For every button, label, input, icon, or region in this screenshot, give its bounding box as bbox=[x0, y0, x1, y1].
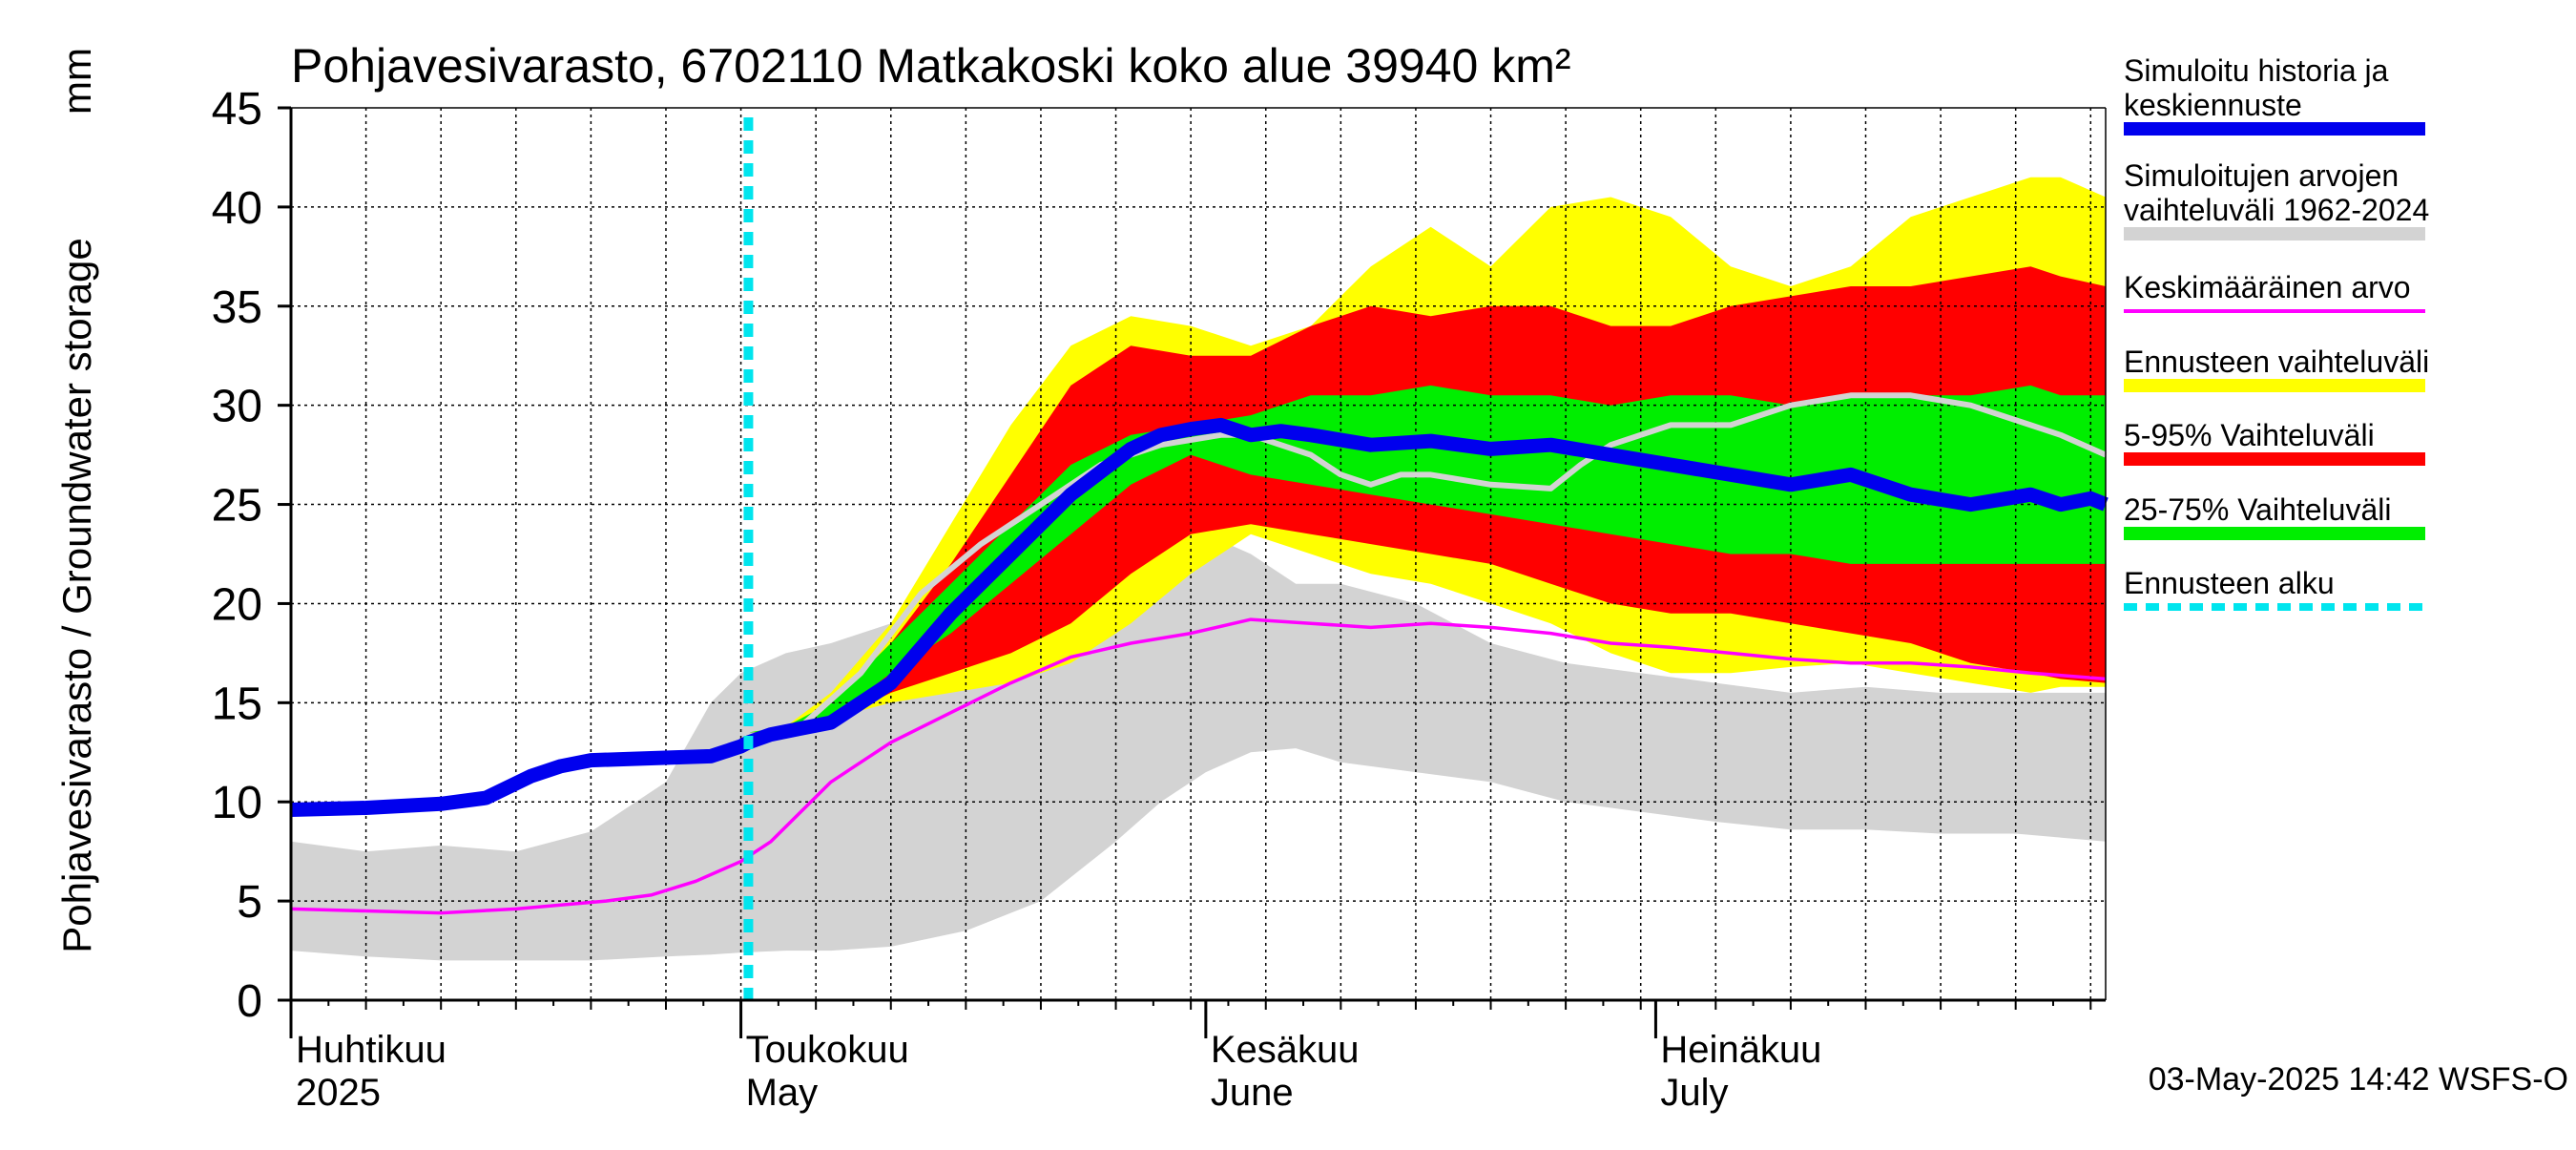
y-tick-label-7: 35 bbox=[212, 282, 262, 333]
y-axis-unit: mm bbox=[54, 48, 99, 115]
timestamp: 03-May-2025 14:42 WSFS-O bbox=[2149, 1061, 2568, 1098]
legend-label-5-0: 25-75% Vaihteluväli bbox=[2124, 492, 2391, 527]
y-tick-label-1: 5 bbox=[237, 877, 262, 928]
legend-label-0-0: Simuloitu historia ja bbox=[2124, 53, 2389, 88]
legend-label-3-0: Ennusteen vaihteluväli bbox=[2124, 345, 2429, 379]
legend-label-6-0: Ennusteen alku bbox=[2124, 566, 2335, 600]
chart-title: Pohjavesivarasto, 6702110 Matkakoski kok… bbox=[291, 39, 1571, 93]
historical-trace-line bbox=[747, 392, 2108, 745]
month-label-fi-2: Kesäkuu bbox=[1211, 1029, 1360, 1071]
y-tick-label-9: 45 bbox=[212, 84, 262, 135]
month-label-fi-0: Huhtikuu bbox=[296, 1029, 447, 1071]
month-label-fi-1: Toukokuu bbox=[746, 1029, 909, 1071]
y-tick-label-5: 25 bbox=[212, 481, 262, 532]
y-tick-label-2: 10 bbox=[212, 778, 262, 828]
legend-label-0-1: keskiennuste bbox=[2124, 88, 2302, 122]
y-tick-label-4: 20 bbox=[212, 579, 262, 630]
month-label-en-2: June bbox=[1211, 1072, 1294, 1114]
bands-layer bbox=[291, 177, 2106, 961]
y-tick-label-6: 30 bbox=[212, 382, 262, 432]
lines-layer bbox=[290, 117, 2109, 1000]
legend-label-4-0: 5-95% Vaihteluväli bbox=[2124, 418, 2375, 452]
y-tick-label-0: 0 bbox=[237, 976, 262, 1027]
y-tick-label-8: 40 bbox=[212, 183, 262, 234]
legend-label-1-1: vaihteluväli 1962-2024 bbox=[2124, 193, 2429, 227]
grid-layer bbox=[291, 108, 2106, 1000]
legend-label-1-0: Simuloitujen arvojen bbox=[2124, 158, 2399, 193]
month-label-en-3: July bbox=[1660, 1072, 1728, 1114]
axes-layer: 051015202530354045Huhtikuu2025ToukokuuMa… bbox=[212, 84, 2107, 1114]
month-label-fi-3: Heinäkuu bbox=[1660, 1029, 1821, 1071]
legend-label-2-0: Keskimääräinen arvo bbox=[2124, 270, 2411, 304]
y-axis-label: Pohjavesivarasto / Groundwater storage bbox=[54, 238, 99, 952]
simulated-mean-line bbox=[290, 417, 2109, 817]
y-tick-label-3: 15 bbox=[212, 679, 262, 729]
mean-value-line bbox=[290, 617, 2107, 915]
month-label-en-1: May bbox=[746, 1072, 819, 1114]
month-label-en-0: 2025 bbox=[296, 1072, 381, 1114]
